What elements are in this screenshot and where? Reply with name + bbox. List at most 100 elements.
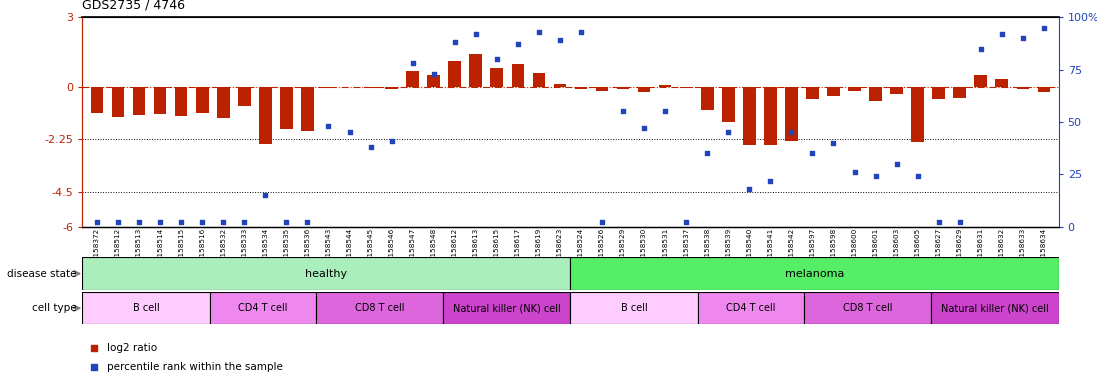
Point bbox=[509, 41, 527, 48]
Bar bbox=[238, 87, 250, 106]
Bar bbox=[827, 87, 840, 96]
Bar bbox=[470, 55, 482, 87]
Point bbox=[1036, 25, 1053, 31]
Bar bbox=[259, 87, 272, 144]
Bar bbox=[112, 87, 124, 117]
Point bbox=[131, 219, 148, 225]
Bar bbox=[91, 87, 103, 113]
Point bbox=[614, 108, 632, 114]
Bar bbox=[953, 87, 966, 98]
Bar bbox=[217, 87, 229, 118]
Bar bbox=[764, 87, 777, 145]
Bar bbox=[82, 257, 570, 290]
Point bbox=[782, 129, 800, 136]
Bar bbox=[154, 87, 167, 114]
Bar bbox=[323, 87, 335, 88]
Text: healthy: healthy bbox=[305, 268, 348, 279]
Point bbox=[720, 129, 737, 136]
Text: GDS2735 / 4746: GDS2735 / 4746 bbox=[82, 0, 185, 12]
Point bbox=[193, 219, 211, 225]
Bar bbox=[974, 75, 987, 87]
Point bbox=[761, 177, 779, 184]
Bar bbox=[701, 87, 713, 110]
Bar bbox=[570, 292, 698, 324]
Bar bbox=[133, 87, 146, 115]
Bar bbox=[82, 292, 210, 324]
Bar bbox=[617, 87, 630, 89]
Bar bbox=[428, 75, 440, 87]
Bar bbox=[743, 87, 756, 145]
Text: Natural killer (NK) cell: Natural killer (NK) cell bbox=[941, 303, 1049, 313]
Point bbox=[740, 186, 758, 192]
Point bbox=[908, 173, 926, 179]
Point bbox=[215, 219, 233, 225]
Text: B cell: B cell bbox=[133, 303, 159, 313]
Point bbox=[362, 144, 380, 150]
Point bbox=[677, 219, 694, 225]
Bar bbox=[637, 87, 651, 92]
Point bbox=[110, 219, 127, 225]
Point bbox=[656, 108, 674, 114]
Bar bbox=[891, 87, 903, 94]
Point bbox=[404, 60, 421, 66]
Bar bbox=[722, 87, 735, 122]
Bar bbox=[570, 257, 1059, 290]
Point bbox=[551, 37, 568, 43]
Point bbox=[951, 219, 969, 225]
Point bbox=[383, 138, 400, 144]
Text: CD8 T cell: CD8 T cell bbox=[354, 303, 404, 313]
Bar bbox=[932, 87, 945, 99]
Bar bbox=[196, 87, 208, 113]
Text: CD4 T cell: CD4 T cell bbox=[726, 303, 776, 313]
Point bbox=[84, 364, 102, 370]
Point bbox=[804, 150, 822, 156]
Bar bbox=[554, 84, 566, 87]
Bar bbox=[804, 292, 931, 324]
Point bbox=[278, 219, 295, 225]
Text: percentile rank within the sample: percentile rank within the sample bbox=[108, 362, 283, 372]
Point bbox=[867, 173, 884, 179]
Bar bbox=[931, 292, 1059, 324]
Point bbox=[341, 129, 359, 136]
Bar bbox=[532, 73, 545, 87]
Point bbox=[446, 39, 464, 45]
Bar bbox=[785, 87, 798, 141]
Point bbox=[635, 125, 653, 131]
Text: melanoma: melanoma bbox=[784, 268, 845, 279]
Point bbox=[257, 192, 274, 198]
Bar bbox=[280, 87, 293, 129]
Bar bbox=[912, 87, 924, 142]
Bar bbox=[680, 87, 692, 88]
Bar bbox=[174, 87, 188, 116]
Bar bbox=[406, 71, 419, 87]
Point bbox=[593, 219, 611, 225]
Point bbox=[84, 344, 102, 351]
Point bbox=[1014, 35, 1031, 41]
Text: log2 ratio: log2 ratio bbox=[108, 343, 157, 353]
Point bbox=[236, 219, 253, 225]
Bar bbox=[301, 87, 314, 131]
Point bbox=[573, 29, 590, 35]
Point bbox=[993, 31, 1010, 37]
Bar bbox=[490, 68, 504, 87]
Bar bbox=[698, 292, 804, 324]
Bar bbox=[1017, 87, 1029, 89]
Text: cell type: cell type bbox=[32, 303, 77, 313]
Point bbox=[319, 123, 337, 129]
Bar bbox=[385, 87, 398, 89]
Bar bbox=[511, 64, 524, 87]
Text: disease state: disease state bbox=[8, 268, 77, 279]
Text: Natural killer (NK) cell: Natural killer (NK) cell bbox=[453, 303, 561, 313]
Text: CD4 T cell: CD4 T cell bbox=[238, 303, 287, 313]
Point bbox=[88, 219, 105, 225]
Bar bbox=[869, 87, 882, 101]
Bar bbox=[596, 87, 609, 91]
Point bbox=[151, 219, 169, 225]
Bar bbox=[995, 79, 1008, 87]
Point bbox=[467, 31, 485, 37]
Bar bbox=[848, 87, 861, 91]
Bar bbox=[364, 87, 377, 88]
Point bbox=[425, 71, 442, 77]
Bar bbox=[449, 61, 461, 87]
Bar bbox=[806, 87, 818, 99]
